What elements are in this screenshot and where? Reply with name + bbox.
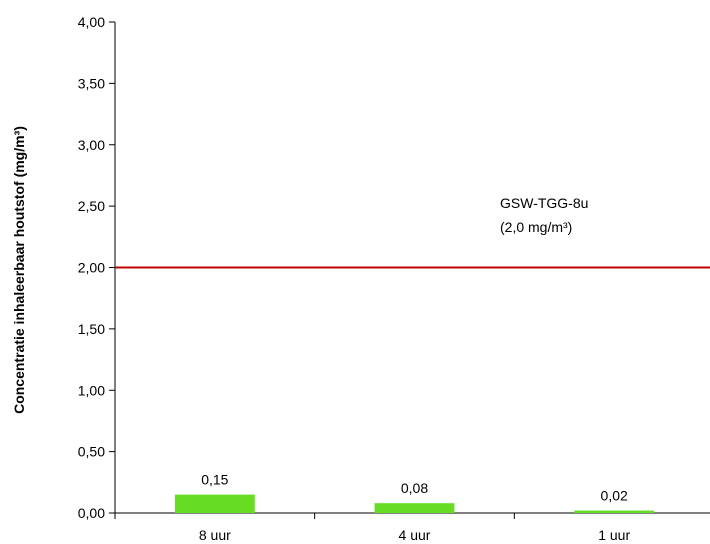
y-tick-label: 2,00 (78, 260, 105, 276)
bar-value-label: 0,02 (601, 488, 628, 504)
y-tick-label: 3,00 (78, 137, 105, 153)
y-axis-title: Concentratie inhaleerbaar houtstof (mg/m… (11, 126, 27, 414)
y-tick-label: 4,00 (78, 14, 105, 30)
bar-value-label: 0,08 (401, 480, 428, 496)
x-tick-label: 1 uur (598, 527, 630, 543)
bar (374, 503, 455, 513)
bar (174, 494, 255, 513)
y-tick-label: 1,50 (78, 321, 105, 337)
bars (174, 494, 655, 513)
reference-line-label: GSW-TGG-8u (500, 195, 588, 211)
y-axis: 0,00 0,50 1,00 1,50 2,00 2,50 3,00 3,50 4,00 (78, 14, 116, 521)
reference-line-value-label: (2,0 mg/m³) (500, 219, 572, 235)
y-tick-label: 1,00 (78, 382, 105, 398)
x-axis: 8 uur 4 uur 1 uur (114, 512, 710, 543)
bar-value-label: 0,15 (201, 472, 228, 488)
x-tick-label: 8 uur (199, 527, 231, 543)
x-tick-label: 4 uur (399, 527, 431, 543)
bar (574, 510, 655, 513)
y-tick-label: 0,00 (78, 505, 105, 521)
value-labels: 0,15 0,08 0,02 (201, 472, 628, 504)
y-tick-label: 3,50 (78, 75, 105, 91)
y-tick-label: 2,50 (78, 198, 105, 214)
y-tick-label: 0,50 (78, 444, 105, 460)
